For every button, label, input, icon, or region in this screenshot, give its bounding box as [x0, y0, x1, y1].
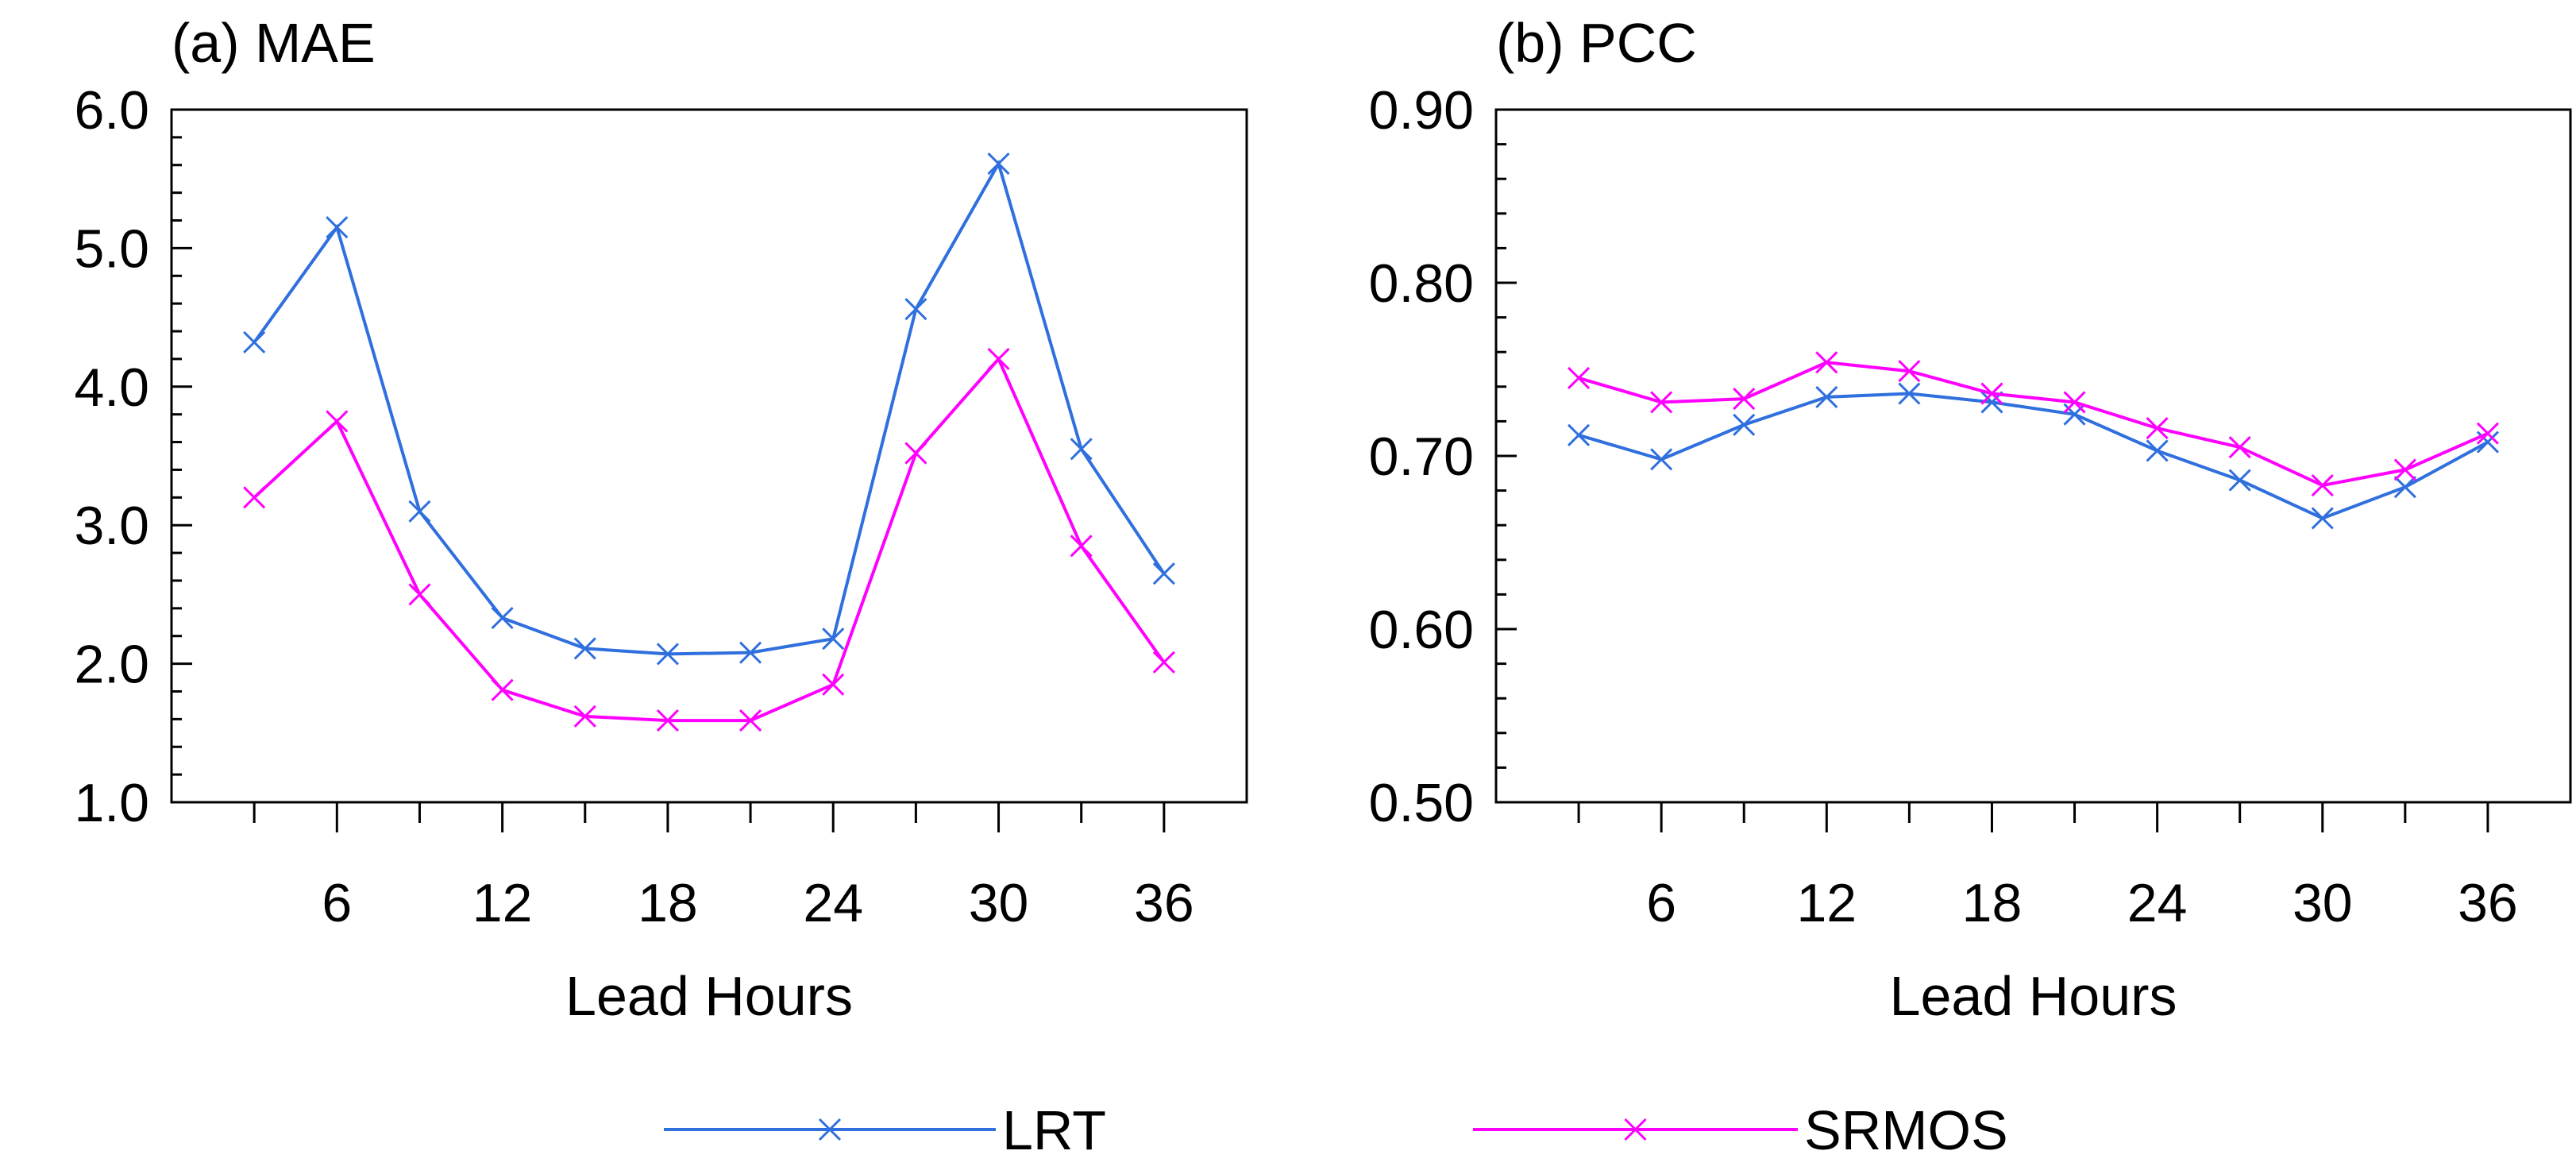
data-point-marker: [1815, 385, 1838, 408]
data-point-marker: [1898, 360, 1921, 383]
series-line: [1578, 361, 2489, 488]
legend-marker: [818, 1118, 842, 1141]
data-point-marker: [408, 500, 431, 523]
x-axis-label: Lead Hours: [565, 965, 853, 1027]
x-tick-label: 24: [803, 873, 863, 933]
x-tick-label: 36: [2458, 873, 2518, 933]
x-tick-label: 6: [1646, 873, 1676, 933]
x-tick-label: 36: [1134, 873, 1194, 933]
data-point-marker: [1733, 387, 1756, 411]
data-point-marker: [326, 216, 349, 239]
x-axis-label: Lead Hours: [1890, 965, 2177, 1027]
x-tick-label: 6: [322, 873, 352, 933]
data-point-marker: [904, 298, 927, 321]
data-point-marker: [2393, 458, 2416, 481]
chart-panels: (a) MAE 1.0 2.0 3.0 4.0 5.0 6.0 6 12 18 24 30 36 Lead…: [74, 12, 2572, 1027]
x-tick-label: 12: [1796, 873, 1857, 933]
data-point-marker: [1733, 413, 1756, 436]
y-tick-label: 0.50: [1369, 773, 1474, 833]
x-tick-label: 18: [638, 873, 698, 933]
legend-entry-srmos: SRMOS: [1473, 1099, 2008, 1161]
y-tick-label: 0.80: [1369, 253, 1474, 314]
data-point-marker: [822, 673, 845, 696]
data-point-marker: [987, 347, 1010, 370]
data-point-marker: [2311, 507, 2334, 530]
data-point-marker: [1070, 438, 1093, 461]
y-tick-label: 6.0: [74, 80, 149, 141]
data-point-marker: [987, 152, 1010, 176]
data-point-marker: [2393, 476, 2416, 499]
series-srmos: [243, 347, 1175, 732]
data-point-marker: [656, 709, 679, 732]
y-tick-label: 5.0: [74, 218, 149, 279]
data-point-marker: [904, 442, 927, 465]
data-point-marker: [491, 606, 514, 630]
data-point-marker: [573, 637, 596, 660]
x-tick-label: 30: [969, 873, 1029, 933]
data-point-marker: [408, 583, 431, 606]
series-line: [1578, 392, 2489, 520]
data-point-marker: [243, 330, 266, 354]
data-point-marker: [739, 709, 762, 732]
data-point-marker: [656, 643, 679, 666]
data-point-marker: [1152, 651, 1175, 674]
series-lrt: [243, 152, 1175, 666]
x-tick-label: 30: [2293, 873, 2353, 933]
series-line: [253, 356, 1166, 723]
data-point-marker: [1898, 382, 1921, 405]
y-tick-label: 4.0: [74, 357, 149, 418]
panel-title: (b) PCC: [1496, 12, 1697, 74]
y-tick-label: 2.0: [74, 635, 149, 695]
data-point-marker: [1070, 535, 1093, 558]
series-srmos: [1568, 351, 2499, 497]
panel-title: (a) MAE: [172, 12, 376, 74]
y-tick-label: 1.0: [74, 773, 149, 833]
chart-panel-2: (b) PCC 0.50 0.60 0.70 0.80 0.90 6 12 18 24 30 36 Le…: [1369, 12, 2572, 1027]
legend-entry-lrt: LRT: [664, 1099, 1106, 1161]
data-point-marker: [491, 678, 514, 701]
data-point-marker: [1650, 448, 1673, 471]
data-point-marker: [1980, 382, 2003, 405]
data-point-marker: [1815, 351, 1838, 374]
data-point-marker: [1568, 366, 1591, 389]
legend-marker: [1624, 1118, 1647, 1141]
data-point-marker: [2476, 422, 2499, 445]
chart-panel-1: (a) MAE 1.0 2.0 3.0 4.0 5.0 6.0 6 12 18 24 30 36 Lead…: [74, 12, 1248, 1027]
data-point-marker: [822, 627, 845, 651]
data-point-marker: [2063, 391, 2086, 414]
y-tick-label: 0.70: [1369, 427, 1474, 487]
data-point-marker: [2311, 473, 2334, 497]
y-tick-label: 0.90: [1369, 80, 1474, 141]
plot-frame: [170, 108, 1248, 804]
data-point-marker: [1568, 423, 1591, 446]
data-point-marker: [243, 486, 266, 509]
legend: LRT SRMOS: [664, 1099, 2008, 1161]
data-point-marker: [1152, 562, 1175, 585]
x-tick-label: 24: [2127, 873, 2188, 933]
legend-label: SRMOS: [1804, 1099, 2008, 1161]
x-tick-label: 18: [1962, 873, 2023, 933]
data-point-marker: [2228, 469, 2251, 492]
legend-label: LRT: [1002, 1099, 1106, 1161]
data-point-marker: [2146, 417, 2169, 440]
y-tick-label: 0.60: [1369, 600, 1474, 660]
data-point-marker: [326, 410, 349, 433]
series-lrt: [1568, 382, 2499, 530]
data-point-marker: [2146, 439, 2169, 462]
data-point-marker: [573, 705, 596, 728]
data-point-marker: [1650, 391, 1673, 414]
data-point-marker: [739, 641, 762, 664]
y-tick-label: 3.0: [74, 496, 149, 556]
x-tick-label: 12: [472, 873, 533, 933]
data-point-marker: [2228, 436, 2251, 459]
series-line: [253, 159, 1166, 656]
